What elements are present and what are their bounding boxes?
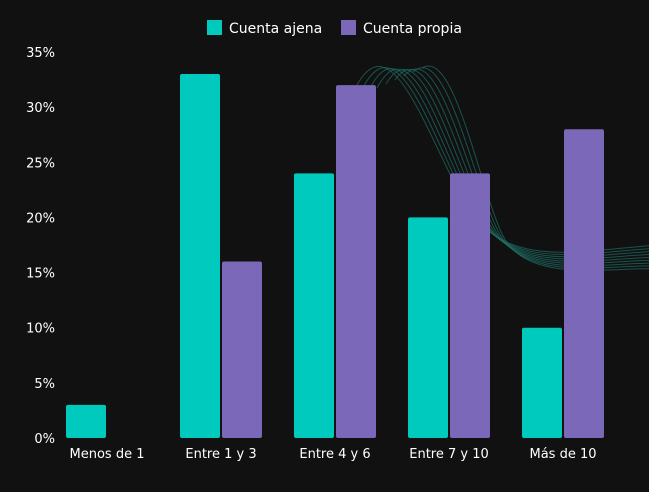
bars	[66, 74, 604, 439]
legend: Cuenta ajena Cuenta propia	[207, 20, 462, 37]
legend-swatch	[341, 20, 356, 35]
y-tick-label: 10%	[26, 322, 55, 337]
decoration-curve	[412, 67, 649, 269]
bar	[522, 327, 562, 438]
decoration-curve	[349, 66, 649, 253]
y-tick-label: 35%	[26, 46, 55, 61]
x-tick-label: Entre 1 y 3	[185, 447, 256, 462]
background-decoration	[349, 65, 649, 271]
legend-label: Cuenta propia	[363, 21, 462, 37]
y-tick-label: 15%	[26, 267, 55, 282]
y-tick-label: 5%	[34, 377, 55, 392]
x-tick-label: Entre 7 y 10	[409, 447, 489, 462]
y-tick-label: 0%	[34, 432, 55, 447]
y-tick-label: 30%	[26, 101, 55, 116]
x-tick-label: Menos de 1	[70, 447, 145, 462]
x-axis: Menos de 1 Entre 1 y 3 Entre 4 y 6 Entre 7 …	[70, 447, 597, 462]
bar	[180, 74, 220, 439]
x-tick-label: Más de 10	[529, 447, 596, 462]
y-tick-label: 25%	[26, 156, 55, 171]
legend-swatch	[207, 20, 222, 35]
y-tick-label: 20%	[26, 211, 55, 226]
bar	[450, 173, 490, 439]
bar	[564, 129, 604, 438]
bar	[336, 85, 376, 438]
bar	[294, 173, 334, 439]
x-tick-label: Entre 4 y 6	[299, 447, 370, 462]
bar	[222, 261, 262, 438]
bar	[408, 217, 448, 438]
decoration-curve	[358, 67, 649, 255]
legend-label: Cuenta ajena	[229, 21, 322, 37]
bar	[66, 404, 106, 438]
y-axis: 0% 5% 10% 15% 20% 25% 30% 35%	[26, 46, 55, 447]
